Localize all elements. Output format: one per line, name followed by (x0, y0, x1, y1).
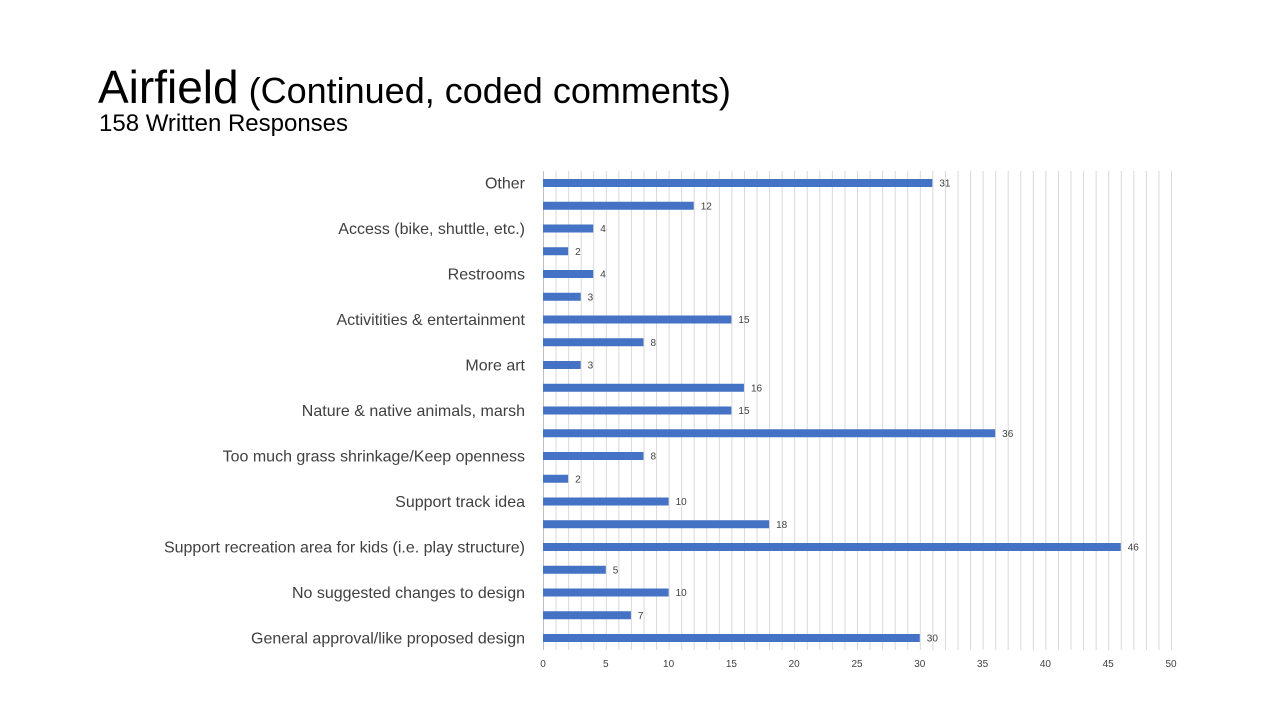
bar (543, 588, 669, 597)
category-label: General approval/like proposed design (251, 631, 525, 648)
x-tick-label: 15 (726, 659, 738, 670)
category-label: Support recreation area for kids (i.e. p… (164, 540, 525, 557)
data-label: 31 (939, 179, 951, 190)
bar (543, 520, 770, 529)
data-label: 15 (738, 315, 750, 326)
x-tick-label: 40 (1040, 659, 1052, 670)
x-tick-label: 30 (914, 659, 926, 670)
bar (543, 270, 594, 278)
bar (543, 406, 732, 415)
bar (543, 361, 581, 369)
data-label: 10 (676, 588, 688, 599)
x-tick-label: 50 (1165, 659, 1177, 670)
data-label: 4 (600, 270, 606, 281)
x-tick-label: 10 (663, 659, 675, 670)
x-tick-label: 0 (540, 659, 546, 670)
data-label: 8 (650, 452, 656, 463)
slide-subtitle: 158 Written Responses (99, 110, 349, 137)
bar (543, 497, 669, 506)
data-label: 8 (650, 338, 656, 349)
data-label: 2 (575, 474, 581, 485)
data-label: 2 (575, 247, 581, 258)
category-label: Other (485, 176, 526, 193)
title-sub: (Continued, coded comments) (238, 70, 731, 111)
x-tick-label: 25 (851, 659, 863, 670)
slide-title: Airfield (Continued, coded comments) (98, 60, 731, 114)
category-label: Access (bike, shuttle, etc.) (338, 221, 525, 238)
bar (543, 383, 744, 392)
category-label: Too much grass shrinkage/Keep openness (223, 449, 525, 466)
bar (543, 292, 581, 301)
data-label: 30 (927, 634, 939, 645)
bar (543, 474, 569, 483)
data-label: 7 (638, 611, 644, 622)
data-label: 12 (701, 201, 713, 212)
data-label: 46 (1128, 543, 1140, 554)
bar (543, 247, 569, 256)
data-label: 3 (588, 292, 594, 303)
data-label: 36 (1002, 429, 1014, 440)
title-main: Airfield (98, 61, 239, 113)
data-label: 4 (600, 224, 606, 235)
data-label: 15 (738, 406, 750, 417)
bar (543, 315, 732, 324)
data-label: 10 (676, 497, 688, 508)
category-label: More art (465, 358, 525, 375)
bar (543, 565, 606, 574)
bar (543, 429, 996, 438)
bar (543, 201, 694, 210)
x-tick-label: 20 (789, 659, 801, 670)
x-tick-label: 35 (977, 659, 989, 670)
category-label: No suggested changes to design (292, 585, 525, 602)
bar (543, 179, 933, 187)
category-label: Restrooms (448, 267, 525, 284)
category-label: Activitities & entertainment (336, 312, 525, 329)
x-tick-label: 5 (603, 659, 609, 670)
bar (543, 634, 920, 642)
x-tick-label: 45 (1103, 659, 1115, 670)
data-label: 18 (776, 520, 788, 531)
category-label: Support track idea (395, 494, 525, 511)
bar (543, 224, 594, 233)
bar (543, 611, 631, 620)
data-label: 5 (613, 565, 619, 576)
bar (543, 543, 1121, 551)
bar (543, 452, 644, 460)
data-label: 3 (588, 361, 594, 372)
data-label: 16 (751, 383, 763, 394)
category-label: Nature & native animals, marsh (302, 403, 525, 420)
bar (543, 338, 644, 347)
